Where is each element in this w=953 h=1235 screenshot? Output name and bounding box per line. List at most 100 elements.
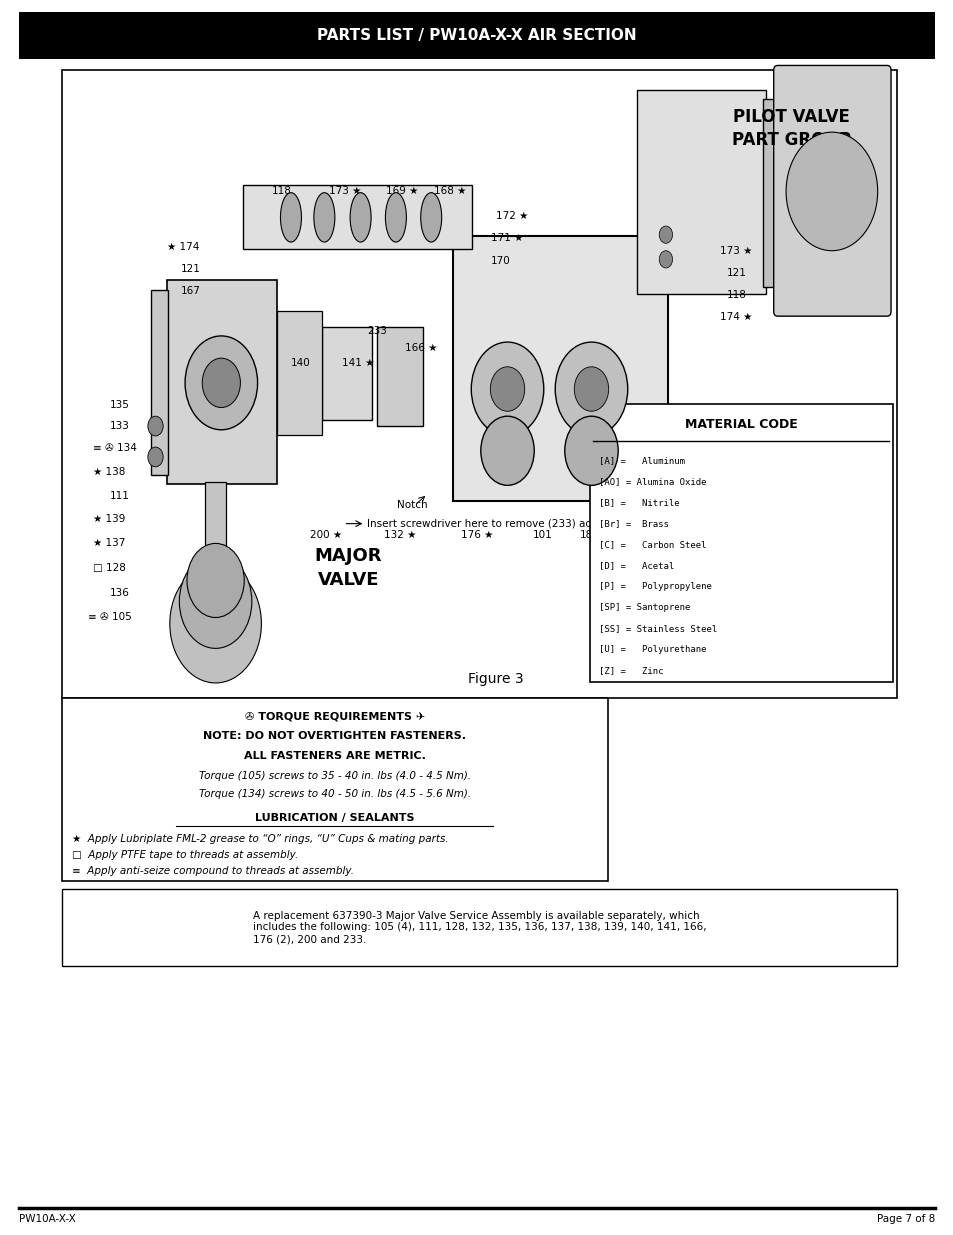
Text: 103: 103: [627, 530, 647, 540]
Text: ★ 138: ★ 138: [93, 467, 126, 477]
Text: PARTS LIST / PW10A-X-X AIR SECTION: PARTS LIST / PW10A-X-X AIR SECTION: [316, 28, 637, 43]
Circle shape: [148, 447, 163, 467]
FancyBboxPatch shape: [205, 482, 226, 673]
Circle shape: [659, 226, 672, 243]
FancyBboxPatch shape: [62, 70, 896, 698]
Circle shape: [179, 555, 252, 648]
Text: LUBRICATION / SEALANTS: LUBRICATION / SEALANTS: [254, 813, 415, 823]
Text: [SS] = Stainless Steel: [SS] = Stainless Steel: [598, 624, 717, 634]
Text: 141 ★: 141 ★: [341, 358, 374, 368]
Text: 121: 121: [181, 264, 201, 274]
Text: 121: 121: [726, 268, 746, 278]
Text: 200 ★: 200 ★: [310, 530, 342, 540]
Text: 111: 111: [110, 492, 130, 501]
Circle shape: [659, 251, 672, 268]
FancyBboxPatch shape: [322, 327, 372, 420]
Text: [Br] =  Brass: [Br] = Brass: [598, 519, 668, 529]
Text: ★  Apply Lubriplate FML-2 grease to “O” rings, “U” Cups & mating parts.: ★ Apply Lubriplate FML-2 grease to “O” r…: [71, 834, 448, 844]
Text: 140: 140: [291, 358, 311, 368]
Text: ALL FASTENERS ARE METRIC.: ALL FASTENERS ARE METRIC.: [244, 751, 425, 761]
Text: 181: 181: [579, 530, 599, 540]
Text: □  Apply PTFE tape to threads at assembly.: □ Apply PTFE tape to threads at assembly…: [71, 850, 297, 860]
FancyBboxPatch shape: [637, 90, 765, 294]
Text: PW10A-X-X: PW10A-X-X: [19, 1214, 75, 1224]
Text: ≡  Apply anti-seize compound to threads at assembly.: ≡ Apply anti-seize compound to threads a…: [71, 866, 354, 876]
Text: 176 ★: 176 ★: [460, 530, 493, 540]
Text: Torque (134) screws to 40 - 50 in. lbs (4.5 - 5.6 Nm).: Torque (134) screws to 40 - 50 in. lbs (…: [198, 789, 471, 799]
Circle shape: [574, 367, 608, 411]
FancyBboxPatch shape: [589, 404, 892, 682]
FancyBboxPatch shape: [762, 99, 780, 287]
Text: [P] =   Polypropylene: [P] = Polypropylene: [598, 582, 711, 592]
Circle shape: [471, 342, 543, 436]
Text: 132 ★: 132 ★: [384, 530, 416, 540]
Text: 169 ★: 169 ★: [386, 186, 418, 196]
Circle shape: [185, 336, 257, 430]
FancyBboxPatch shape: [243, 185, 472, 249]
Circle shape: [480, 416, 534, 485]
Text: MAJOR
VALVE: MAJOR VALVE: [314, 547, 381, 589]
FancyBboxPatch shape: [773, 65, 890, 316]
Ellipse shape: [420, 193, 441, 242]
FancyBboxPatch shape: [167, 280, 276, 484]
Text: ★ 139: ★ 139: [93, 514, 126, 524]
Text: A replacement 637390-3 Major Valve Service Assembly is available separately, whi: A replacement 637390-3 Major Valve Servi…: [253, 911, 705, 944]
Text: NOTE: DO NOT OVERTIGHTEN FASTENERS.: NOTE: DO NOT OVERTIGHTEN FASTENERS.: [203, 731, 466, 741]
Text: 201: 201: [675, 530, 695, 540]
Text: 168 ★: 168 ★: [434, 186, 466, 196]
FancyBboxPatch shape: [376, 327, 422, 426]
Text: ≡ ✇ 134: ≡ ✇ 134: [93, 443, 137, 453]
Text: 118: 118: [272, 186, 292, 196]
Text: ★ 137: ★ 137: [93, 538, 126, 548]
Circle shape: [187, 543, 244, 618]
Ellipse shape: [385, 193, 406, 242]
Text: 118: 118: [726, 290, 746, 300]
FancyBboxPatch shape: [151, 290, 168, 475]
Circle shape: [555, 342, 627, 436]
Ellipse shape: [314, 193, 335, 242]
Text: [B] =   Nitrile: [B] = Nitrile: [598, 498, 679, 508]
Circle shape: [490, 367, 524, 411]
Text: [C] =   Carbon Steel: [C] = Carbon Steel: [598, 540, 706, 550]
Text: 172 ★: 172 ★: [496, 211, 528, 221]
Text: [U] =   Polyurethane: [U] = Polyurethane: [598, 645, 706, 655]
Text: 166 ★: 166 ★: [405, 343, 437, 353]
Text: [A] =   Aluminum: [A] = Aluminum: [598, 456, 684, 466]
Text: PILOT VALVE
PART GROUP: PILOT VALVE PART GROUP: [732, 107, 850, 149]
Text: 171 ★: 171 ★: [491, 233, 523, 243]
Circle shape: [564, 416, 618, 485]
Text: Torque (105) screws to 35 - 40 in. lbs (4.0 - 4.5 Nm).: Torque (105) screws to 35 - 40 in. lbs (…: [198, 771, 471, 781]
Text: [AO] = Alumina Oxide: [AO] = Alumina Oxide: [598, 477, 706, 487]
Text: 101: 101: [532, 530, 552, 540]
Text: 133: 133: [110, 421, 130, 431]
Text: 170: 170: [491, 256, 511, 266]
Text: ≡ ✇ 105: ≡ ✇ 105: [88, 613, 132, 622]
Text: Figure 3: Figure 3: [468, 672, 523, 687]
Circle shape: [170, 564, 261, 683]
Text: 173 ★: 173 ★: [329, 186, 361, 196]
Text: Insert screwdriver here to remove (233) adapter plate.: Insert screwdriver here to remove (233) …: [367, 519, 653, 529]
Text: MATERIAL CODE: MATERIAL CODE: [684, 419, 797, 431]
Circle shape: [785, 132, 877, 251]
Text: [SP] = Santoprene: [SP] = Santoprene: [598, 603, 690, 613]
Text: 173 ★: 173 ★: [720, 246, 752, 256]
Text: 167: 167: [181, 287, 201, 296]
Text: Notch: Notch: [396, 500, 427, 510]
Ellipse shape: [280, 193, 301, 242]
FancyBboxPatch shape: [62, 698, 607, 881]
Text: 135: 135: [110, 400, 130, 410]
FancyBboxPatch shape: [19, 12, 934, 59]
Text: 233: 233: [367, 326, 387, 336]
Text: ★ 174: ★ 174: [167, 242, 199, 252]
Text: [Z] =   Zinc: [Z] = Zinc: [598, 666, 663, 676]
Text: 136: 136: [110, 588, 130, 598]
Circle shape: [148, 416, 163, 436]
FancyBboxPatch shape: [62, 889, 896, 966]
Text: [D] =   Acetal: [D] = Acetal: [598, 561, 674, 571]
Text: Page 7 of 8: Page 7 of 8: [876, 1214, 934, 1224]
Circle shape: [202, 358, 240, 408]
Text: 174 ★: 174 ★: [720, 312, 752, 322]
Text: □ 128: □ 128: [93, 563, 126, 573]
FancyBboxPatch shape: [276, 311, 322, 435]
Text: ✇ TORQUE REQUIREMENTS ✈: ✇ TORQUE REQUIREMENTS ✈: [245, 711, 424, 721]
